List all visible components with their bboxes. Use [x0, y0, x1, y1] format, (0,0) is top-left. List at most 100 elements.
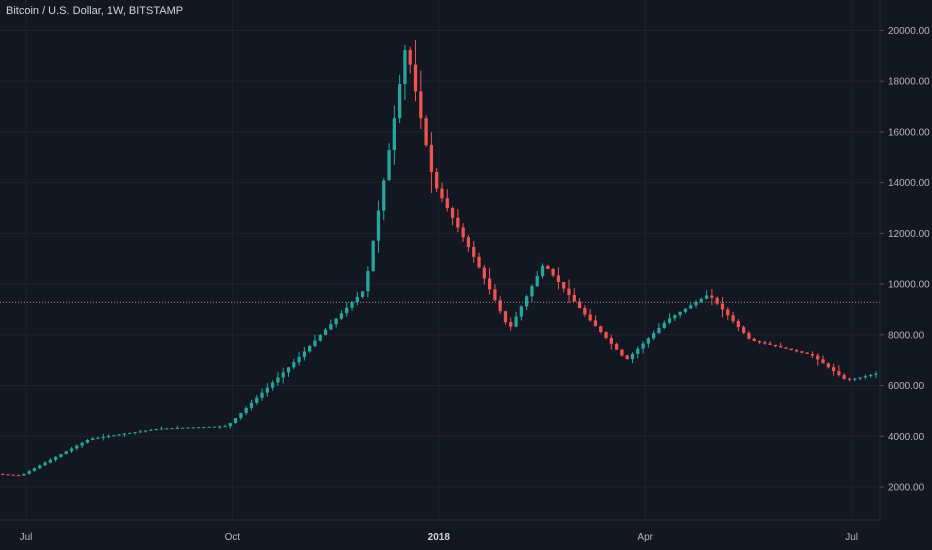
- candle: [376, 210, 381, 241]
- candle: [741, 327, 746, 333]
- candle: [667, 318, 672, 323]
- candle: [831, 367, 836, 372]
- candle: [752, 338, 756, 341]
- candle: [779, 346, 783, 348]
- candle: [816, 355, 820, 360]
- candle: [869, 374, 873, 377]
- candle: [181, 427, 185, 429]
- candle: [175, 427, 180, 429]
- candle: [530, 286, 534, 297]
- candle: [366, 271, 370, 292]
- candle: [16, 475, 21, 477]
- candle: [736, 321, 740, 328]
- candle: [689, 305, 693, 309]
- candle: [456, 217, 460, 228]
- candle: [329, 324, 333, 330]
- candle: [149, 429, 153, 431]
- candle: [286, 367, 291, 373]
- candle: [577, 301, 582, 309]
- candle: [112, 435, 116, 437]
- candle: [509, 322, 513, 327]
- candle: [503, 311, 508, 323]
- candle: [652, 333, 656, 339]
- candle: [810, 353, 815, 356]
- chart-title: Bitcoin / U.S. Dollar, 1W, BITSTAMP: [6, 5, 184, 17]
- y-tick-label: 4000.00: [888, 432, 925, 443]
- candle: [191, 427, 195, 429]
- candle: [630, 353, 635, 360]
- candle: [53, 456, 58, 460]
- candle: [535, 275, 539, 287]
- candle: [408, 49, 412, 65]
- candle: [440, 188, 444, 199]
- candle: [646, 338, 651, 344]
- candle: [397, 84, 402, 119]
- candle: [350, 302, 354, 308]
- candle: [620, 349, 624, 356]
- candle: [747, 332, 751, 339]
- candle: [715, 297, 719, 304]
- candle: [424, 118, 428, 146]
- candle: [625, 355, 629, 360]
- candle: [477, 256, 481, 268]
- y-tick-label: 8000.00: [888, 330, 925, 341]
- x-tick-label: Apr: [637, 532, 653, 543]
- candle: [313, 340, 317, 346]
- candle: [863, 376, 868, 378]
- candle: [551, 269, 555, 276]
- y-tick-label: 18000.00: [888, 77, 930, 88]
- candle: [487, 278, 492, 290]
- candle: [1, 474, 5, 475]
- candle: [244, 407, 248, 413]
- candle: [38, 465, 42, 469]
- candle: [662, 322, 666, 328]
- candle: [302, 351, 307, 357]
- candle: [609, 337, 613, 344]
- candle: [773, 344, 778, 347]
- candle: [540, 265, 545, 276]
- y-tick-label: 20000.00: [888, 26, 930, 37]
- grid: [0, 0, 880, 520]
- candle: [154, 428, 158, 430]
- candle: [588, 314, 592, 321]
- candle: [874, 373, 878, 375]
- candle: [64, 451, 68, 455]
- candle: [101, 436, 105, 438]
- candle: [255, 397, 259, 403]
- candle: [731, 315, 735, 322]
- candle: [683, 308, 688, 312]
- candle: [472, 247, 476, 257]
- candle: [339, 313, 344, 319]
- candle: [122, 433, 127, 435]
- candle: [297, 356, 301, 363]
- candle: [85, 439, 90, 443]
- candle: [789, 348, 793, 351]
- candle: [233, 418, 238, 424]
- candle: [419, 91, 423, 119]
- candle: [371, 240, 375, 272]
- candle: [562, 282, 566, 289]
- candle: [334, 318, 338, 325]
- candle: [228, 423, 232, 427]
- candle: [212, 426, 217, 428]
- candle: [525, 296, 529, 307]
- candle: [11, 474, 15, 476]
- candle: [858, 377, 862, 379]
- candle: [355, 296, 359, 303]
- candle: [726, 309, 730, 316]
- candle: [567, 288, 571, 296]
- candle: [276, 377, 280, 383]
- candle: [281, 372, 285, 378]
- candle: [800, 351, 804, 353]
- candle: [763, 342, 767, 344]
- candle: [847, 378, 852, 380]
- candle: [678, 311, 682, 316]
- candle: [599, 326, 603, 333]
- candle: [223, 426, 227, 428]
- y-tick-label: 2000.00: [888, 483, 925, 494]
- price-levels: 13809.5110404.579284.51: [0, 179, 932, 311]
- x-tick-label: 2018: [428, 532, 451, 543]
- candle: [260, 392, 264, 398]
